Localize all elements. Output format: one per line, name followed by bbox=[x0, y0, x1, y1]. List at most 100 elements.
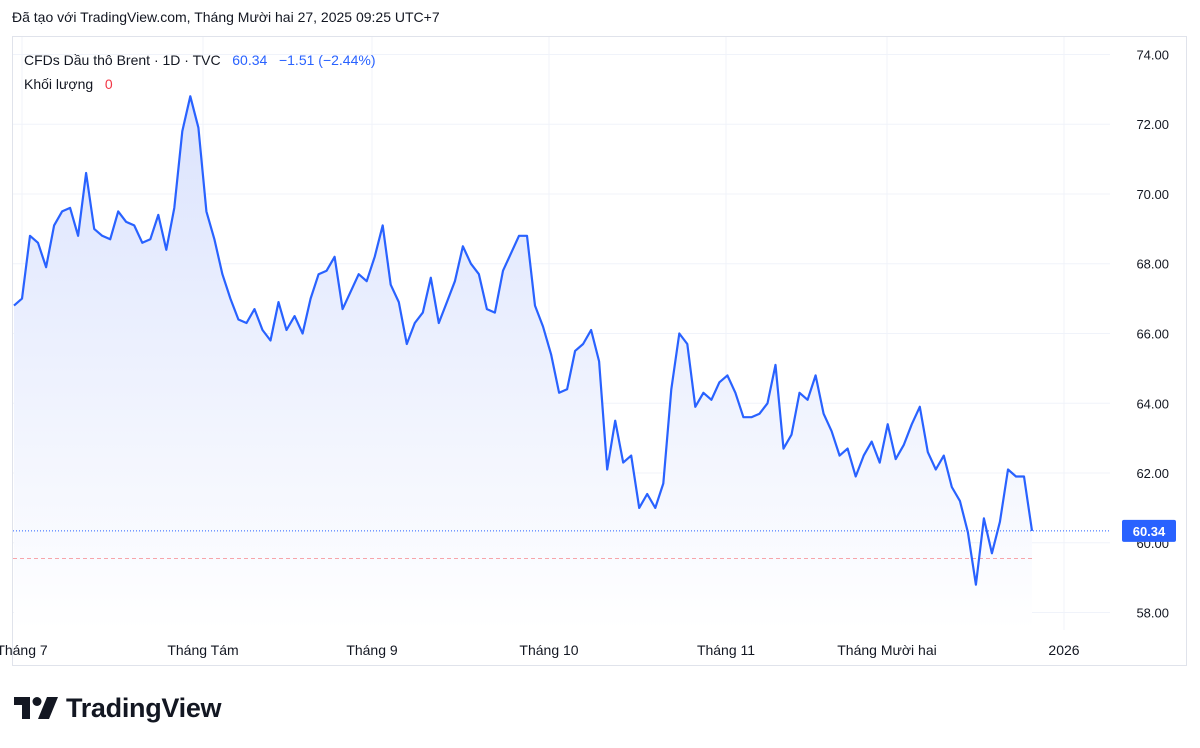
price-point[interactable] bbox=[637, 506, 641, 510]
price-point[interactable] bbox=[68, 206, 72, 210]
price-point[interactable] bbox=[798, 391, 802, 395]
price-point[interactable] bbox=[685, 342, 689, 346]
price-point[interactable] bbox=[549, 352, 553, 356]
price-point[interactable] bbox=[44, 265, 48, 269]
price-point[interactable] bbox=[429, 276, 433, 280]
price-point[interactable] bbox=[525, 234, 529, 238]
tradingview-logo[interactable]: TradingView bbox=[14, 693, 222, 723]
symbol-title[interactable]: CFDs Dầu thô Brent · 1D · TVC bbox=[24, 52, 221, 68]
price-point[interactable] bbox=[870, 440, 874, 444]
price-point[interactable] bbox=[12, 304, 16, 308]
price-point[interactable] bbox=[445, 300, 449, 304]
price-point[interactable] bbox=[830, 429, 834, 433]
price-point[interactable] bbox=[397, 300, 401, 304]
price-point[interactable] bbox=[838, 454, 842, 458]
price-point[interactable] bbox=[124, 220, 128, 224]
price-point[interactable] bbox=[204, 209, 208, 213]
price-point[interactable] bbox=[317, 272, 321, 276]
price-point[interactable] bbox=[565, 387, 569, 391]
price-point[interactable] bbox=[220, 272, 224, 276]
price-point[interactable] bbox=[277, 300, 281, 304]
price-point[interactable] bbox=[341, 307, 345, 311]
price-point[interactable] bbox=[533, 304, 537, 308]
price-point[interactable] bbox=[653, 506, 657, 510]
price-point[interactable] bbox=[862, 454, 866, 458]
price-point[interactable] bbox=[405, 342, 409, 346]
price-point[interactable] bbox=[365, 279, 369, 283]
price-point[interactable] bbox=[260, 328, 264, 332]
price-point[interactable] bbox=[773, 363, 777, 367]
price-point[interactable] bbox=[782, 447, 786, 451]
price-point[interactable] bbox=[28, 234, 32, 238]
price-point[interactable] bbox=[389, 283, 393, 287]
price-point[interactable] bbox=[148, 237, 152, 241]
price-point[interactable] bbox=[878, 461, 882, 465]
price-point[interactable] bbox=[357, 272, 361, 276]
price-point[interactable] bbox=[974, 583, 978, 587]
price-point[interactable] bbox=[196, 126, 200, 130]
price-point[interactable] bbox=[950, 485, 954, 489]
price-point[interactable] bbox=[172, 206, 176, 210]
price-point[interactable] bbox=[693, 405, 697, 409]
price-point[interactable] bbox=[1030, 529, 1034, 533]
price-point[interactable] bbox=[469, 262, 473, 266]
price-point[interactable] bbox=[164, 248, 168, 252]
price-point[interactable] bbox=[293, 314, 297, 318]
price-point[interactable] bbox=[373, 255, 377, 259]
price-point[interactable] bbox=[581, 342, 585, 346]
price-point[interactable] bbox=[573, 349, 577, 353]
price-point[interactable] bbox=[709, 398, 713, 402]
price-point[interactable] bbox=[725, 373, 729, 377]
price-point[interactable] bbox=[886, 422, 890, 426]
price-point[interactable] bbox=[966, 530, 970, 534]
price-point[interactable] bbox=[790, 433, 794, 437]
price-point[interactable] bbox=[926, 450, 930, 454]
price-point[interactable] bbox=[806, 398, 810, 402]
price-point[interactable] bbox=[717, 380, 721, 384]
price-point[interactable] bbox=[92, 227, 96, 231]
price-point[interactable] bbox=[613, 419, 617, 423]
price-point[interactable] bbox=[437, 321, 441, 325]
price-point[interactable] bbox=[958, 499, 962, 503]
price-point[interactable] bbox=[894, 457, 898, 461]
price-point[interactable] bbox=[541, 325, 545, 329]
price-point[interactable] bbox=[677, 332, 681, 336]
price-point[interactable] bbox=[453, 279, 457, 283]
price-point[interactable] bbox=[733, 391, 737, 395]
price-point[interactable] bbox=[1022, 475, 1026, 479]
price-point[interactable] bbox=[116, 209, 120, 213]
price-point[interactable] bbox=[301, 332, 305, 336]
price-point[interactable] bbox=[309, 297, 313, 301]
price-point[interactable] bbox=[902, 443, 906, 447]
price-point[interactable] bbox=[325, 269, 329, 273]
price-point[interactable] bbox=[477, 272, 481, 276]
price-point[interactable] bbox=[982, 516, 986, 520]
price-point[interactable] bbox=[252, 307, 256, 311]
price-point[interactable] bbox=[100, 234, 104, 238]
price-point[interactable] bbox=[509, 251, 513, 255]
price-point[interactable] bbox=[132, 223, 136, 227]
price-point[interactable] bbox=[285, 328, 289, 332]
price-point[interactable] bbox=[605, 468, 609, 472]
price-point[interactable] bbox=[557, 391, 561, 395]
price-point[interactable] bbox=[814, 373, 818, 377]
price-point[interactable] bbox=[1006, 468, 1010, 472]
price-point[interactable] bbox=[156, 213, 160, 217]
price-point[interactable] bbox=[597, 359, 601, 363]
volume-label[interactable]: Khối lượng bbox=[24, 76, 94, 92]
price-point[interactable] bbox=[20, 297, 24, 301]
price-point[interactable] bbox=[741, 415, 745, 419]
price-point[interactable] bbox=[910, 422, 914, 426]
price-point[interactable] bbox=[589, 328, 593, 332]
price-point[interactable] bbox=[461, 244, 465, 248]
price-point[interactable] bbox=[621, 461, 625, 465]
price-point[interactable] bbox=[244, 321, 248, 325]
price-point[interactable] bbox=[228, 297, 232, 301]
price-point[interactable] bbox=[661, 481, 665, 485]
price-point[interactable] bbox=[413, 321, 417, 325]
price-point[interactable] bbox=[998, 520, 1002, 524]
price-point[interactable] bbox=[990, 551, 994, 555]
price-point[interactable] bbox=[52, 223, 56, 227]
price-point[interactable] bbox=[846, 447, 850, 451]
